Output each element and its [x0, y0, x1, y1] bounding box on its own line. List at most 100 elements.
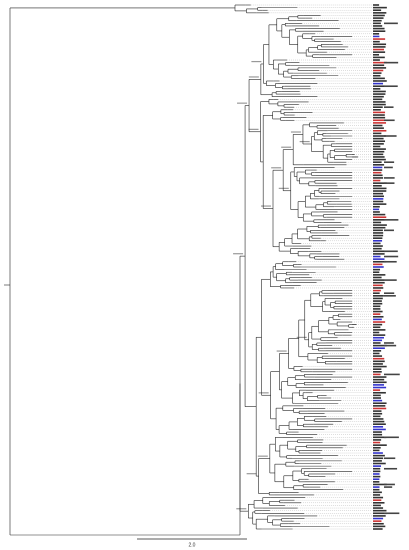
leaf-label-placeholder	[373, 111, 386, 114]
leaf-label-placeholder	[373, 300, 382, 302]
leaf-label-placeholder	[373, 444, 387, 446]
leaf-label-placeholder	[373, 145, 381, 148]
leaf-label-placeholder	[373, 483, 387, 486]
leaf-label-placeholder	[373, 190, 387, 192]
leaf-label-placeholder	[373, 371, 382, 373]
leaf-label-placeholder	[373, 431, 382, 433]
leaf-label-placeholder	[373, 46, 386, 48]
leaf-label-placeholder	[373, 140, 386, 143]
leaf-label-placeholder	[373, 279, 385, 281]
leaf-label-placeholder	[373, 428, 386, 431]
leaf-label-placeholder	[373, 509, 387, 512]
leaf-label-placeholder	[373, 499, 382, 501]
leaf-label-placeholder	[373, 93, 386, 95]
leaf-label-placeholder	[373, 260, 387, 263]
clade-label-placeholder	[384, 373, 400, 376]
leaf-label-placeholder	[373, 35, 380, 38]
leaf-label-placeholder	[373, 426, 384, 428]
leaf-label-placeholder	[373, 221, 382, 224]
leaf-label-placeholder	[373, 77, 385, 80]
leaf-label-placeholder	[373, 276, 382, 279]
support-label-placeholder	[257, 455, 268, 457]
leaf-label-placeholder	[373, 53, 380, 56]
leaf-label-placeholder	[373, 522, 384, 525]
leaf-label-placeholder	[373, 323, 383, 326]
clade-label-placeholder	[384, 467, 398, 470]
leaf-label-placeholder	[373, 352, 380, 355]
leaf-label-placeholder	[373, 161, 382, 163]
leaf-label-placeholder	[373, 368, 382, 370]
leaf-label-placeholder	[373, 56, 385, 59]
leaf-label-placeholder	[373, 313, 381, 315]
leaf-label-placeholder	[373, 515, 386, 517]
leaf-label-placeholder	[373, 289, 381, 292]
leaf-label-placeholder	[373, 177, 384, 179]
leaf-label-placeholder	[373, 198, 384, 200]
leaf-label-placeholder	[373, 64, 385, 67]
leaf-label-placeholder	[373, 232, 384, 234]
support-label-placeholder	[271, 167, 282, 169]
leaf-label-placeholder	[373, 195, 384, 198]
leaf-label-placeholder	[373, 331, 380, 334]
leaf-label-placeholder	[373, 381, 387, 384]
leaf-label-placeholder	[373, 308, 381, 310]
leaf-label-placeholder	[373, 347, 385, 350]
leaf-label-placeholder	[373, 507, 384, 509]
leaf-label-placeholder	[373, 82, 384, 85]
leaf-label-placeholder	[373, 475, 381, 478]
clade-label-placeholder	[384, 483, 395, 486]
leaf-label-placeholder	[373, 98, 383, 101]
support-label-placeholder	[299, 140, 310, 143]
leaf-label-placeholder	[373, 441, 381, 444]
leaf-label-placeholder	[373, 30, 386, 32]
leaf-label-placeholder	[373, 67, 387, 69]
clade-label-placeholder	[384, 135, 397, 137]
clade-label-placeholder	[384, 342, 394, 344]
leaf-label-placeholder	[373, 274, 386, 276]
leaf-label-placeholder	[373, 40, 380, 43]
leaf-label-placeholder	[373, 415, 381, 418]
leaf-label-placeholder	[373, 478, 380, 481]
leaf-label-placeholder	[373, 394, 381, 397]
leaf-label-placeholder	[373, 355, 383, 357]
leaf-label-placeholder	[373, 295, 384, 297]
clade-label-placeholder	[384, 85, 398, 88]
leaf-label-placeholder	[373, 449, 380, 452]
leaf-label-placeholder	[373, 310, 383, 313]
leaf-label-placeholder	[373, 399, 383, 402]
leaf-label-placeholder	[373, 33, 380, 35]
leaf-label-placeholder	[373, 132, 382, 135]
leaf-label-placeholder	[373, 407, 387, 410]
clade-label-placeholder	[384, 119, 395, 122]
support-label-placeholder	[233, 253, 244, 255]
leaf-label-placeholder	[373, 436, 387, 439]
leaf-label-placeholder	[373, 339, 383, 342]
leaf-label-placeholder	[373, 255, 381, 258]
leaf-label-placeholder	[373, 292, 380, 294]
clade-label-placeholder	[384, 22, 398, 25]
leaf-label-placeholder	[373, 342, 381, 344]
leaf-label-placeholder	[373, 504, 381, 507]
leaf-label-placeholder	[373, 318, 382, 321]
leaf-label-placeholder	[373, 59, 380, 61]
leaf-label-placeholder	[373, 14, 385, 17]
clade-label-placeholder	[384, 182, 395, 184]
clade-label-placeholder	[384, 457, 396, 460]
leaf-label-placeholder	[373, 467, 381, 470]
leaf-label-placeholder	[373, 284, 383, 287]
leaf-label-placeholder	[373, 491, 382, 494]
clade-label-placeholder	[384, 106, 394, 108]
clade-label-placeholder	[384, 292, 395, 294]
support-label-placeholder	[258, 392, 269, 394]
leaf-label-placeholder	[373, 234, 384, 237]
clade-label-placeholder	[384, 177, 395, 179]
support-label-placeholder	[248, 76, 259, 78]
leaf-label-placeholder	[373, 17, 384, 19]
leaf-label-placeholder	[373, 287, 384, 289]
leaf-label-placeholder	[373, 164, 385, 166]
clade-label-placeholder	[384, 512, 400, 515]
leaf-label-placeholder	[373, 525, 386, 528]
leaf-label-placeholder	[373, 103, 386, 106]
leaf-label-placeholder	[373, 268, 381, 271]
